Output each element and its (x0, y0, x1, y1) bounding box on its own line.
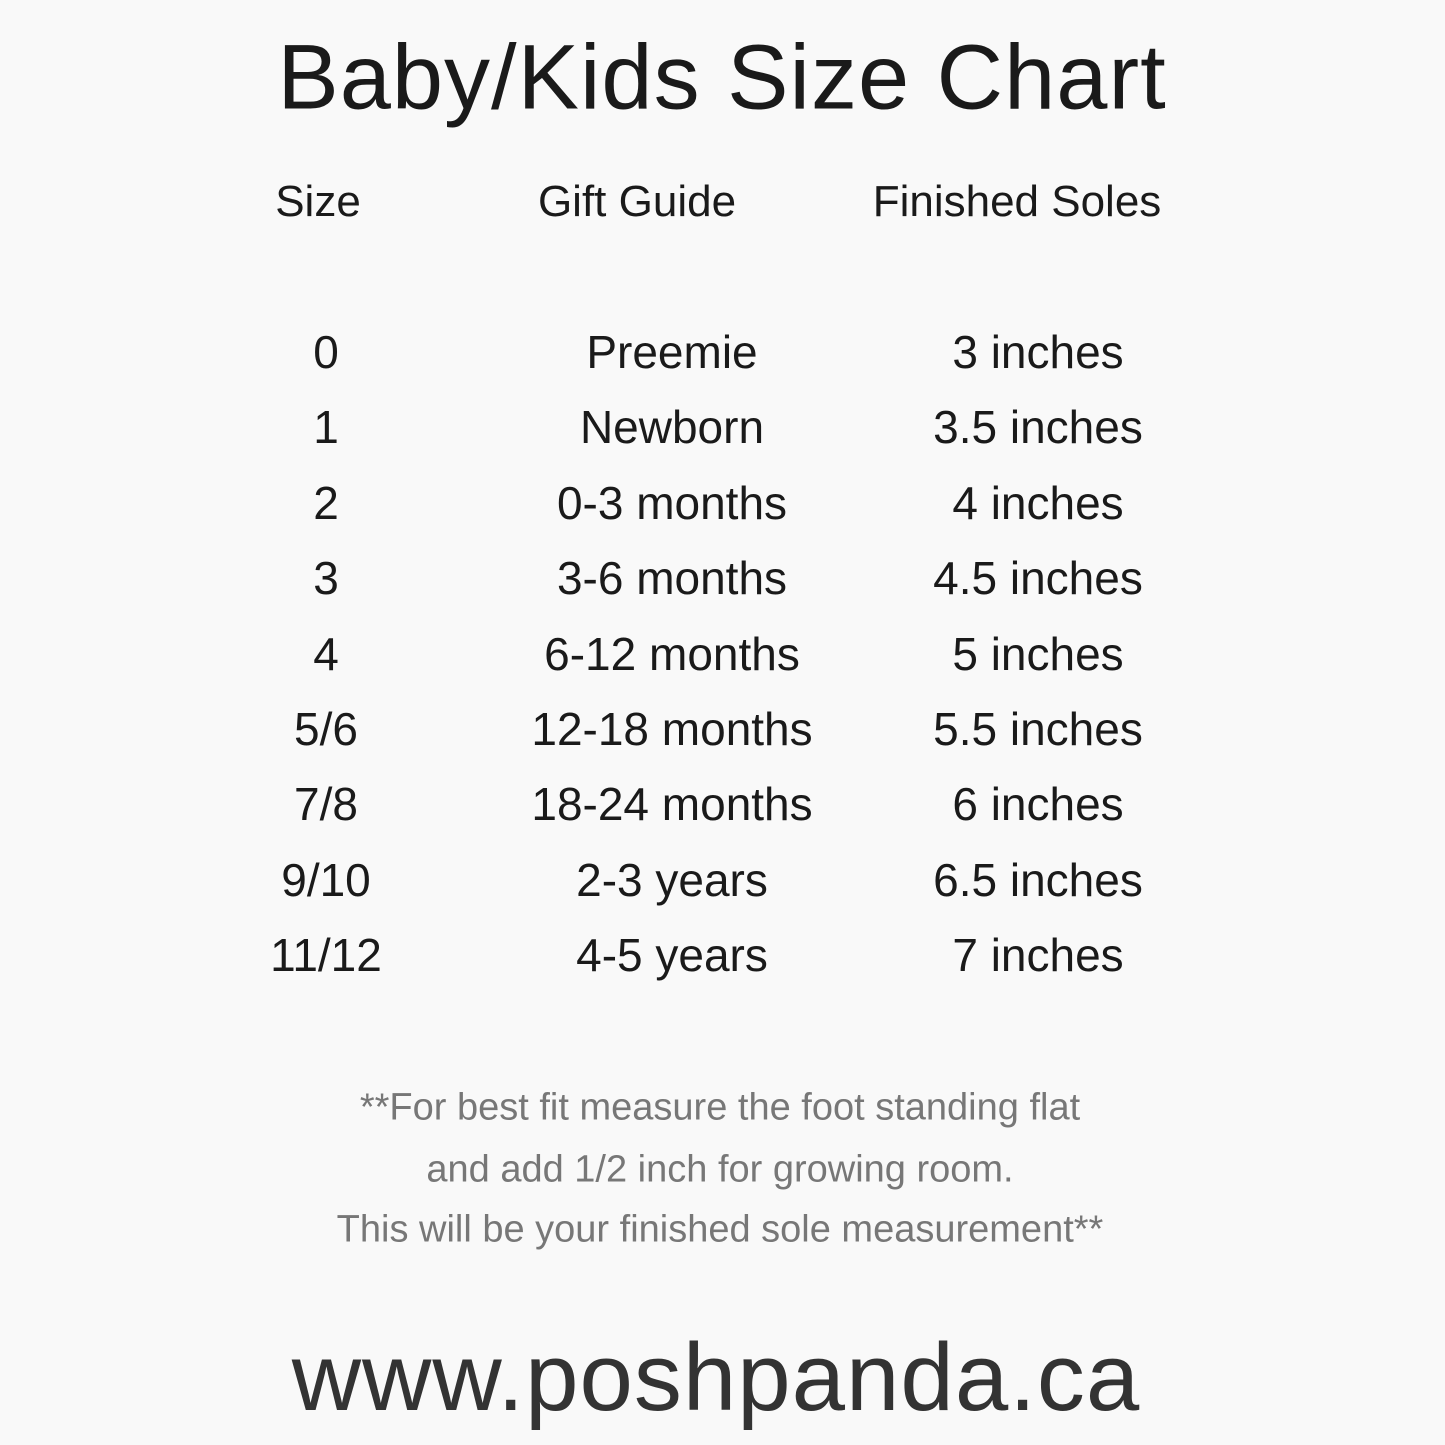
cell-size: 11/12 (270, 929, 382, 982)
cell-gift: 3-6 months (556, 552, 788, 605)
cell-sole: 3.5 inches (933, 401, 1143, 454)
cell-size: 0 (313, 326, 339, 378)
header-size: Size (275, 177, 361, 226)
cell-gift: 12-18 months (531, 703, 813, 755)
cell-size: 4 (313, 627, 339, 680)
cell-gift: 6-12 months (544, 627, 800, 680)
note-line-1: **For best fit measure the foot standing… (359, 1086, 1081, 1129)
cell-gift: 0-3 months (556, 476, 788, 529)
cell-size: 9/10 (281, 853, 371, 906)
website-url: www.poshpanda.ca (291, 1324, 1141, 1431)
cell-gift: Newborn (579, 401, 765, 454)
note-line-3: This will be your finished sole measurem… (336, 1208, 1104, 1251)
note-line-2: and add 1/2 inch for growing room. (426, 1148, 1014, 1191)
cell-sole: 5.5 inches (933, 703, 1143, 755)
cell-sole: 5 inches (952, 627, 1124, 680)
cell-sole: 6 inches (952, 778, 1124, 831)
header-gift-guide: Gift Guide (537, 177, 737, 226)
cell-gift: 18-24 months (531, 778, 813, 831)
cell-sole: 4.5 inches (933, 552, 1143, 605)
page-title: Baby/Kids Size Chart (277, 26, 1167, 129)
cell-sole: 3 inches (952, 326, 1124, 378)
cell-size: 5/6 (294, 703, 358, 755)
cell-gift: 4-5 years (576, 929, 768, 982)
cell-size: 7/8 (294, 778, 358, 831)
cell-sole: 6.5 inches (933, 853, 1143, 906)
cell-gift: Preemie (586, 326, 758, 378)
cell-size: 3 (313, 552, 339, 605)
cell-sole: 4 inches (952, 476, 1124, 529)
cell-size: 2 (313, 476, 339, 529)
cell-gift: 2-3 years (576, 853, 768, 906)
header-finished-soles: Finished Soles (872, 177, 1162, 226)
cell-sole: 7 inches (952, 929, 1124, 982)
cell-size: 1 (313, 401, 339, 454)
